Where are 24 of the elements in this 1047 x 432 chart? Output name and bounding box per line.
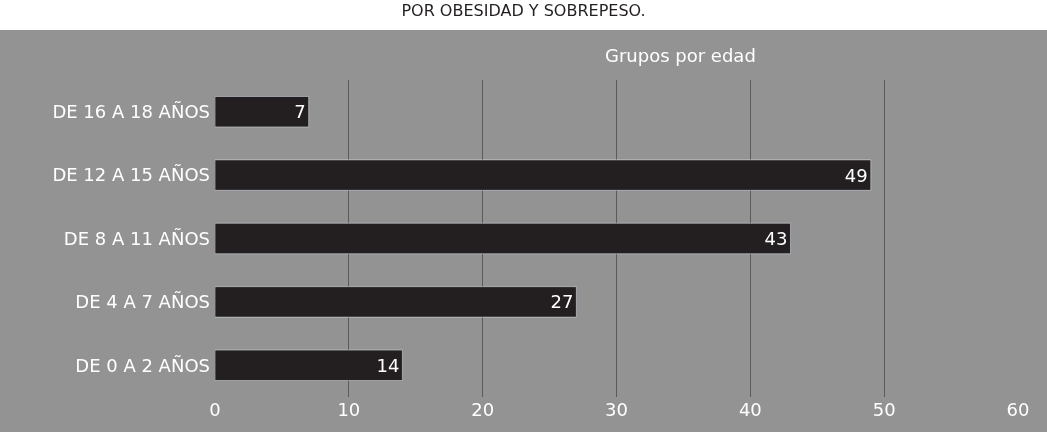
bar (215, 223, 791, 254)
x-tick-label: 50 (872, 399, 896, 420)
bar (215, 159, 872, 191)
x-tick-label: 0 (209, 399, 221, 420)
x-tick-label: 20 (471, 399, 495, 420)
y-tick-label: DE 8 A 11 AÑOS (63, 227, 210, 249)
data-label: 27 (550, 291, 574, 313)
chart-title: POR OBESIDAD Y SOBREPESO. (401, 0, 646, 20)
x-tick-label: 10 (337, 399, 361, 420)
data-label: 7 (294, 101, 306, 123)
data-label: 49 (844, 164, 868, 186)
x-tick-label: 30 (605, 399, 628, 420)
chart-subtitle: Grupos por edad (605, 45, 756, 66)
x-tick-label: 40 (738, 399, 762, 420)
bar (215, 286, 577, 318)
data-label: 43 (764, 228, 788, 249)
bar (215, 96, 309, 128)
y-tick-label: DE 16 A 18 AÑOS (52, 101, 210, 122)
y-tick-label: DE 4 A 7 AÑOS (75, 291, 210, 313)
x-tick-label: 60 (1006, 399, 1030, 420)
bar (215, 349, 403, 381)
data-label: 14 (376, 354, 400, 376)
y-tick-label: DE 0 A 2 AÑOS (75, 354, 210, 376)
y-tick-label: DE 12 A 15 AÑOS (52, 164, 210, 186)
